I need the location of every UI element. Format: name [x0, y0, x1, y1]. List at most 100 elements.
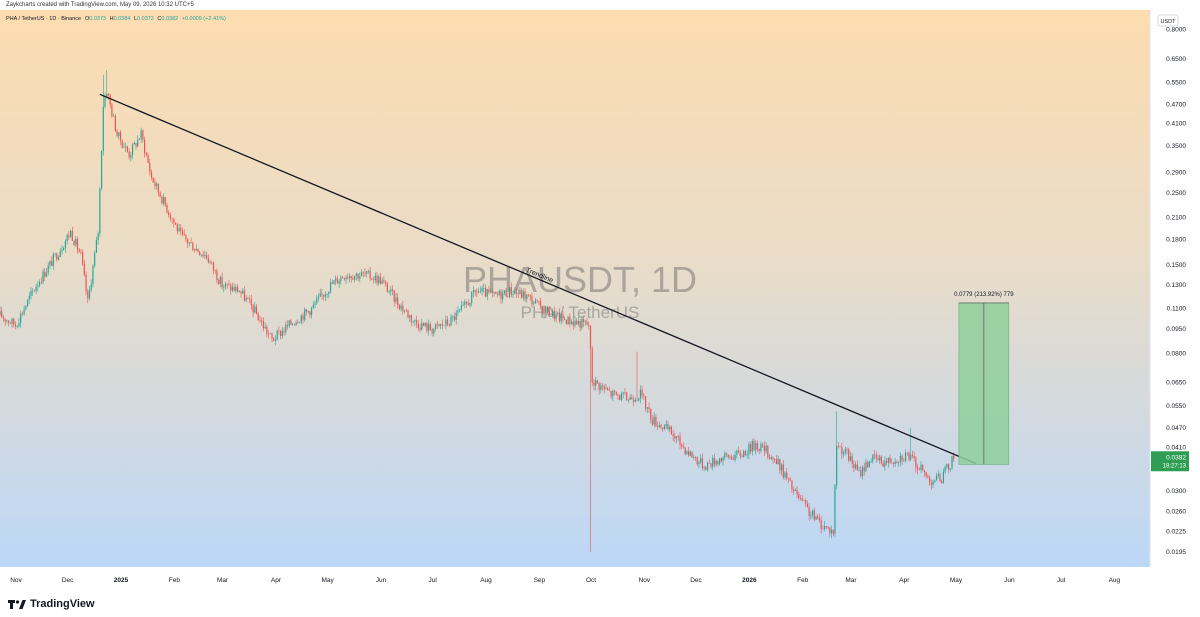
candle — [355, 271, 357, 281]
candle — [638, 397, 640, 402]
candle — [465, 300, 468, 308]
candle — [305, 308, 308, 316]
candle — [118, 132, 120, 140]
chart-area[interactable]: PHA / TetherUS · 1D · Binance O0.0373 H0… — [0, 10, 1200, 590]
candle — [657, 421, 659, 431]
candle — [111, 102, 113, 119]
candle — [932, 479, 934, 489]
candle — [572, 317, 574, 330]
trendline[interactable] — [99, 93, 977, 465]
candle — [701, 453, 703, 471]
candle — [340, 274, 342, 285]
candle — [503, 290, 506, 296]
candle — [622, 391, 624, 399]
last-price-tag-frame — [1151, 451, 1189, 472]
candle — [207, 254, 209, 264]
candle — [448, 323, 450, 328]
candle — [352, 274, 354, 280]
candle — [844, 446, 846, 456]
candle — [173, 217, 175, 228]
candle — [930, 479, 932, 490]
candle — [858, 466, 860, 472]
candle — [834, 483, 836, 537]
candle — [942, 468, 945, 484]
candle — [495, 291, 497, 295]
candle — [817, 514, 819, 520]
candle — [441, 319, 444, 330]
candle — [267, 330, 270, 339]
time-tick-label: Nov — [10, 577, 22, 584]
candle — [314, 300, 316, 309]
candle — [935, 472, 938, 481]
candle — [223, 284, 225, 293]
candle — [944, 464, 946, 474]
candle — [903, 457, 905, 463]
candle — [433, 328, 435, 337]
candle — [557, 311, 559, 317]
candle — [434, 323, 437, 332]
candle — [675, 436, 678, 444]
candle — [92, 264, 94, 288]
candle — [250, 294, 252, 311]
watermark-name: PHA / TetherUS — [521, 303, 640, 322]
currency-button[interactable]: USDT — [1157, 14, 1179, 27]
candle — [302, 312, 304, 324]
candle — [490, 288, 492, 294]
candle — [295, 320, 297, 327]
candle — [385, 280, 387, 287]
candle — [794, 488, 796, 492]
time-axis[interactable]: Nov Dec 2025 Feb Mar Apr May Jun Jul Aug Sep Oct Nov… — [10, 577, 1120, 584]
candle — [57, 255, 60, 261]
last-price-tag[interactable]: 0.0382 18:27:13 — [1151, 451, 1189, 472]
candle — [627, 398, 629, 403]
candle — [565, 319, 567, 325]
candle — [577, 316, 580, 327]
tradingview-logo-icon[interactable] — [8, 599, 26, 609]
candle — [159, 191, 161, 198]
candle — [63, 246, 65, 251]
candle — [393, 290, 395, 307]
candle — [886, 458, 888, 466]
candle — [534, 298, 537, 304]
candle — [576, 318, 578, 325]
candle — [26, 299, 29, 308]
price-axis[interactable]: 0.8000 0.6500 0.5500 0.4700 0.4100 0.3500 0.29… — [1166, 27, 1186, 556]
candle — [836, 411, 838, 490]
candle — [879, 454, 881, 464]
candle — [226, 283, 228, 290]
price-chart[interactable]: PHA / TetherUS · 1D · Binance O0.0373 H0… — [0, 10, 1200, 590]
tradingview-brand[interactable]: TradingView — [30, 597, 95, 610]
candle — [11, 317, 13, 328]
candle — [66, 233, 68, 245]
legend-open: 0.0373 — [89, 16, 106, 22]
candle — [643, 393, 645, 400]
candle — [228, 280, 230, 286]
candle — [467, 299, 469, 306]
candle — [183, 229, 185, 236]
candle — [724, 451, 726, 461]
legend-close: 0.0382 — [161, 16, 178, 22]
candle — [496, 291, 499, 298]
legend-close-label: C — [157, 16, 161, 22]
candle — [362, 270, 364, 278]
candle — [867, 460, 869, 468]
candle — [889, 454, 891, 465]
candle — [42, 268, 44, 285]
legend-high-label: H — [110, 16, 114, 22]
candle — [629, 394, 631, 401]
candle — [378, 274, 380, 286]
candle — [450, 314, 452, 326]
candle — [531, 292, 533, 308]
candle — [371, 278, 373, 281]
candle — [922, 463, 924, 472]
candle — [483, 283, 485, 293]
candle — [264, 322, 266, 329]
legend-open-label: O — [85, 16, 90, 22]
candle — [364, 268, 366, 277]
candle — [899, 452, 901, 467]
candle — [861, 465, 864, 480]
price-axis-background — [1150, 10, 1200, 567]
candle — [397, 293, 399, 309]
candle — [500, 289, 502, 304]
